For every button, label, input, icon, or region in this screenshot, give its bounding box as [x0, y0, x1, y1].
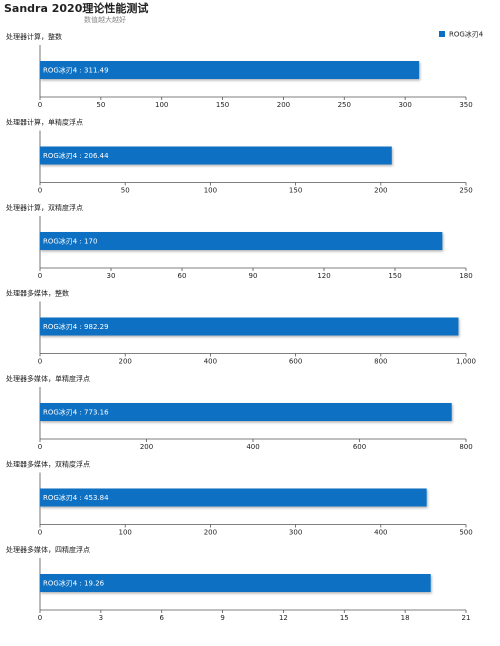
bar: [40, 574, 431, 592]
chart-subtitle: 数值越大越好: [84, 15, 126, 24]
x-tick-label: 12: [279, 614, 288, 622]
x-tick-label: 300: [289, 529, 302, 537]
x-tick-label: 250: [459, 187, 472, 195]
x-tick-label: 200: [119, 358, 132, 366]
bar-label: ROG冰刃4 : 170: [43, 237, 97, 246]
bar-label: ROG冰刃4 : 311.49: [43, 66, 109, 75]
bar-label: ROG冰刃4 : 982.29: [43, 322, 109, 331]
chart-title: Sandra 2020理论性能测试: [4, 1, 148, 15]
x-tick-label: 200: [374, 187, 387, 195]
x-tick-label: 150: [289, 187, 302, 195]
x-tick-label: 600: [289, 358, 302, 366]
bar: [40, 146, 392, 165]
x-tick-label: 100: [155, 101, 168, 109]
panel-title: 处理器多媒体，四精度浮点: [6, 545, 90, 554]
x-tick-label: 50: [96, 101, 105, 109]
x-tick-label: 180: [459, 272, 472, 280]
x-tick-label: 200: [204, 529, 217, 537]
x-tick-label: 50: [121, 187, 130, 195]
x-tick-label: 15: [340, 614, 349, 622]
x-tick-label: 120: [317, 272, 330, 280]
x-tick-label: 250: [338, 101, 351, 109]
x-tick-label: 0: [38, 272, 42, 280]
x-tick-label: 300: [398, 101, 411, 109]
x-tick-label: 150: [388, 272, 401, 280]
x-tick-label: 30: [107, 272, 116, 280]
x-tick-label: 800: [374, 358, 387, 366]
bar-label: ROG冰刃4 : 206.44: [43, 151, 109, 160]
x-tick-label: 350: [459, 101, 472, 109]
bar-label: ROG冰刃4 : 453.84: [43, 493, 109, 502]
x-tick-label: 90: [249, 272, 258, 280]
x-tick-label: 0: [38, 614, 42, 622]
x-tick-label: 400: [204, 358, 217, 366]
bar: [40, 488, 427, 507]
x-tick-label: 500: [459, 529, 472, 537]
x-tick-label: 400: [246, 443, 259, 451]
x-tick-label: 200: [140, 443, 153, 451]
panel-title: 处理器计算，双精度浮点: [6, 203, 83, 212]
panel-title: 处理器多媒体，整数: [6, 289, 69, 298]
x-tick-label: 400: [374, 529, 387, 537]
legend-swatch: [439, 31, 445, 37]
x-tick-label: 3: [99, 614, 103, 622]
x-tick-label: 0: [38, 529, 42, 537]
panel-title: 处理器计算，单精度浮点: [6, 118, 83, 127]
x-tick-label: 600: [353, 443, 366, 451]
bar: [40, 317, 459, 336]
x-tick-label: 6: [159, 614, 164, 622]
bar: [40, 403, 452, 421]
x-tick-label: 100: [204, 187, 217, 195]
bar-label: ROG冰刃4 : 19.26: [43, 579, 105, 588]
x-tick-label: 0: [38, 443, 42, 451]
x-tick-label: 200: [277, 101, 290, 109]
x-tick-label: 100: [119, 529, 132, 537]
bar: [40, 61, 420, 79]
panel-title: 处理器多媒体，双精度浮点: [6, 460, 90, 469]
x-tick-label: 21: [462, 614, 471, 622]
x-tick-label: 18: [401, 614, 410, 622]
x-tick-label: 800: [459, 443, 472, 451]
legend-label: ROG冰刃4: [449, 30, 484, 39]
x-tick-label: 1,000: [456, 358, 476, 366]
x-tick-label: 0: [38, 187, 42, 195]
x-tick-label: 0: [38, 358, 42, 366]
bar-label: ROG冰刃4 : 773.16: [43, 408, 109, 417]
x-tick-label: 60: [178, 272, 187, 280]
panel-title: 处理器多媒体，单精度浮点: [6, 374, 90, 383]
x-tick-label: 9: [220, 614, 224, 622]
panel-title: 处理器计算，整数: [6, 32, 62, 41]
x-tick-label: 150: [216, 101, 229, 109]
x-tick-label: 0: [38, 101, 42, 109]
bar: [40, 232, 443, 250]
